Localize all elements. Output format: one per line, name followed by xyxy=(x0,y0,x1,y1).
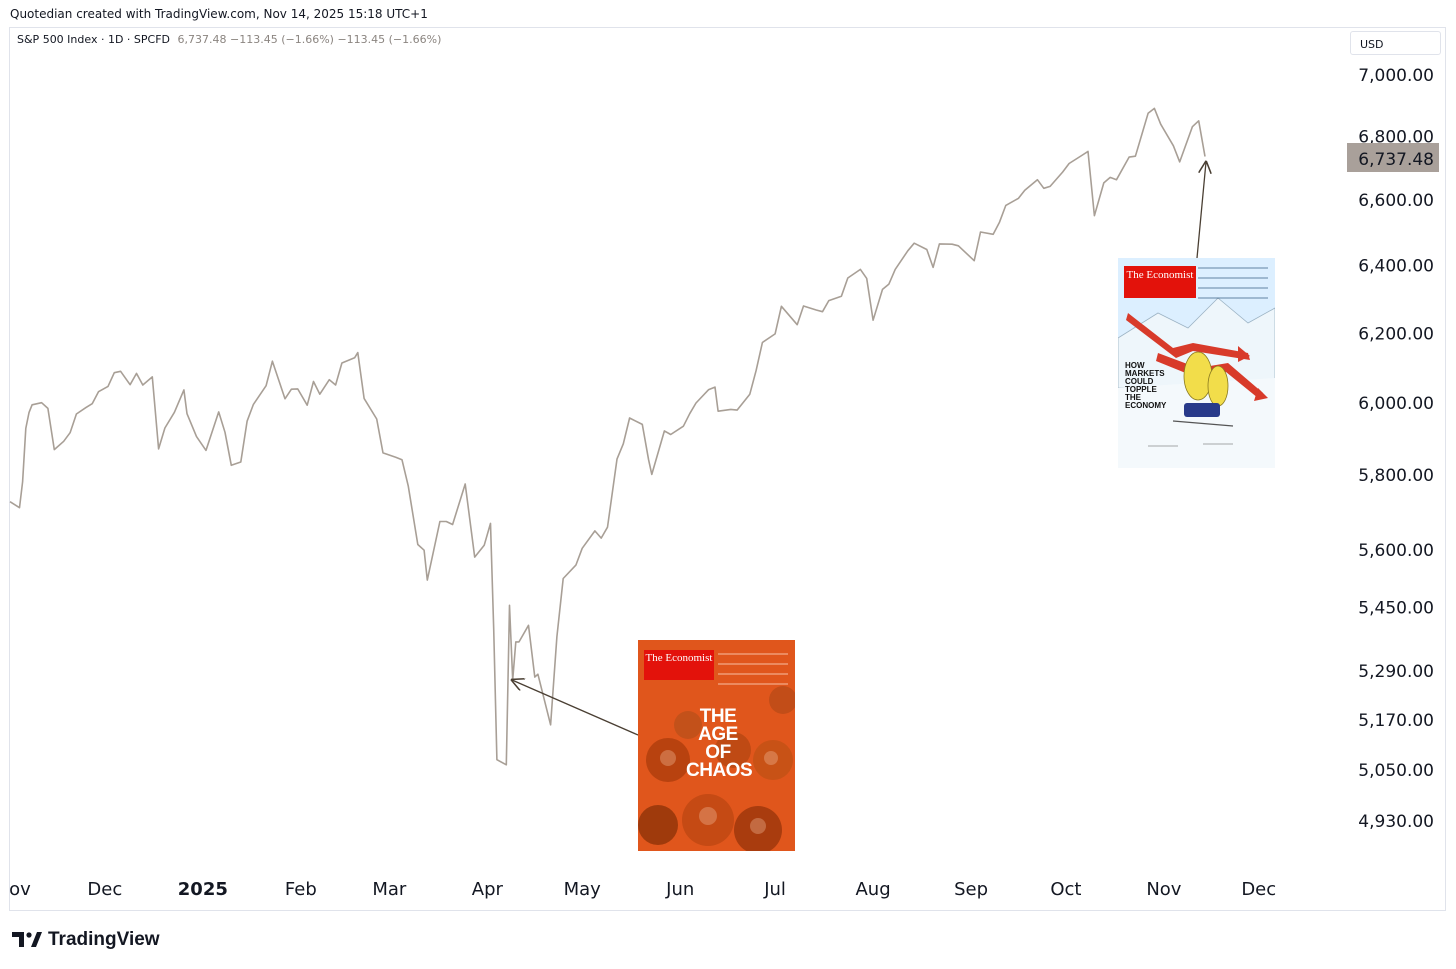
y-tick-label: 5,050.00 xyxy=(1358,761,1434,781)
tradingview-logo[interactable]: TradingView xyxy=(12,929,160,951)
y-tick-label: 6,600.00 xyxy=(1358,191,1434,211)
y-tick-label: 5,800.00 xyxy=(1358,466,1434,486)
economist-cover-age-of-chaos: The Economist THE AGE OF CHAOS xyxy=(638,640,795,851)
y-tick-label: 6,800.00 xyxy=(1358,128,1434,148)
y-tick-label: 5,450.00 xyxy=(1358,599,1434,619)
x-tick-label: Feb xyxy=(285,879,317,900)
x-tick-label: Jul xyxy=(763,879,786,900)
price-axis[interactable]: 7,000.00 6,800.00 6,600.00 6,400.00 6,200.00… xyxy=(1358,66,1434,832)
chaos-faces-illustration xyxy=(638,653,795,851)
chart-credit: Quotedian created with TradingView.com, … xyxy=(10,7,428,21)
x-tick-label: Nov xyxy=(1146,879,1181,900)
last-price-label: 6,737.48 xyxy=(1358,150,1434,170)
x-tick-label: Dec xyxy=(87,879,122,900)
price-change: 6,737.48 −113.45 (−1.66%) −113.45 (−1.66… xyxy=(177,33,442,46)
price-line-series xyxy=(9,107,1206,766)
x-tick-label: May xyxy=(564,879,602,900)
economist-cover-markets-topple: The Economist HOW MARKETS COULD TOPPLE T… xyxy=(1118,258,1275,468)
cover-headline: HOW MARKETS COULD TOPPLE THE ECONOMY xyxy=(1125,361,1167,410)
x-tick-label: Mar xyxy=(372,879,407,900)
x-tick-label: Dec xyxy=(1241,879,1276,900)
x-tick-label: Sep xyxy=(954,879,988,900)
x-tick-label: 2025 xyxy=(178,879,228,900)
x-tick-label: Apr xyxy=(472,879,504,900)
chart-frame xyxy=(9,27,1446,911)
y-tick-label: 5,600.00 xyxy=(1358,541,1434,561)
y-tick-label: 7,000.00 xyxy=(1358,66,1434,86)
economist-logo: The Economist xyxy=(1124,266,1196,298)
last-price-badge: 6,737.48 xyxy=(1347,143,1439,172)
y-tick-label: 6,000.00 xyxy=(1358,394,1434,414)
tradingview-mark-icon xyxy=(12,932,42,947)
time-axis[interactable]: ov Dec 2025 Feb Mar Apr May Jun Jul Aug Sep Oct Nov D… xyxy=(9,879,1276,900)
annotation-arrow-high xyxy=(1196,162,1206,259)
x-tick-label: ov xyxy=(9,879,31,900)
y-tick-label: 5,170.00 xyxy=(1358,711,1434,731)
x-tick-label: Jun xyxy=(665,879,694,900)
symbol-name[interactable]: S&P 500 Index · 1D · SPCFD xyxy=(17,33,171,46)
y-tick-label: 6,400.00 xyxy=(1358,257,1434,277)
tradingview-wordmark: TradingView xyxy=(48,929,160,950)
y-tick-label: 6,200.00 xyxy=(1358,324,1434,344)
y-tick-label: 4,930.00 xyxy=(1358,812,1434,832)
cover-headline: THE AGE OF CHAOS xyxy=(686,706,753,781)
annotation-arrow-low xyxy=(512,680,639,736)
x-tick-label: Aug xyxy=(855,879,890,900)
currency-selector[interactable]: USD xyxy=(1350,31,1441,55)
x-tick-label: Oct xyxy=(1050,879,1081,900)
symbol-legend[interactable]: S&P 500 Index · 1D · SPCFD 6,737.48 −113… xyxy=(17,33,441,46)
y-tick-label: 5,290.00 xyxy=(1358,662,1434,682)
economist-logo: The Economist xyxy=(644,650,714,680)
skier-illustration xyxy=(1118,258,1275,468)
